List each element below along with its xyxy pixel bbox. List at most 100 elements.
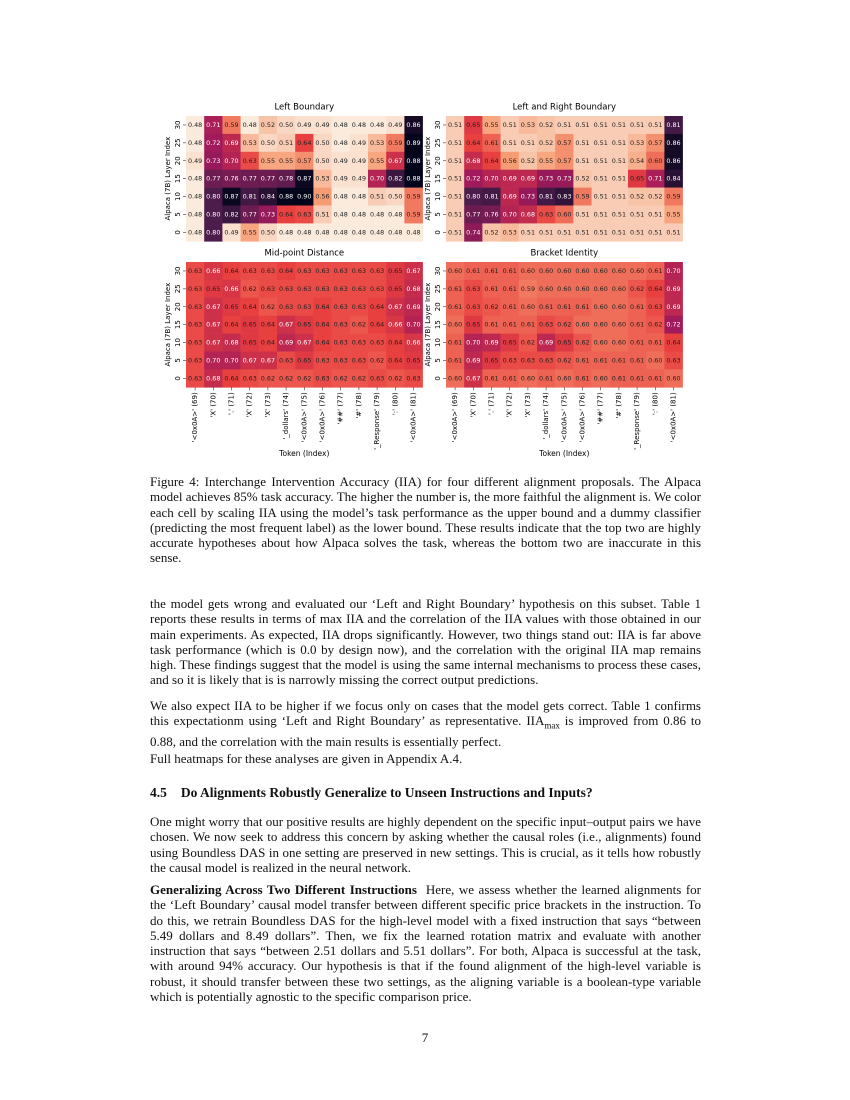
cell-label: 0.49 <box>297 121 311 129</box>
cell-label: 0.62 <box>484 303 498 311</box>
heatmap-cell <box>222 333 241 352</box>
heatmap-cell <box>331 279 351 299</box>
cell-label: 0.86 <box>406 121 420 129</box>
cell-label: 0.48 <box>334 228 348 236</box>
cell-label: 0.69 <box>279 339 293 347</box>
cell-label: 0.50 <box>315 139 329 147</box>
cell-label: 0.63 <box>297 303 311 311</box>
heatmap-cell <box>404 351 423 370</box>
heatmap-cell <box>628 279 647 299</box>
heatmap-cell <box>277 151 296 170</box>
heatmap-cell <box>313 369 332 388</box>
heatmap-cell <box>518 351 538 370</box>
cell-label: 0.63 <box>243 267 257 275</box>
cell-label: 0.55 <box>666 210 680 218</box>
heatmap-cell <box>258 333 278 352</box>
heatmap-cell <box>277 205 296 224</box>
heatmap-cell <box>664 279 683 299</box>
heatmap-cell <box>573 169 592 188</box>
paragraph: We also expect IIA to be higher if we fo… <box>150 698 701 749</box>
cell-label: 0.77 <box>243 175 257 183</box>
heatmap-cell <box>500 151 520 170</box>
heatmap-cell <box>240 262 260 281</box>
heatmap-cell <box>464 169 483 188</box>
heatmap-cell <box>628 116 647 135</box>
heatmap-cell <box>537 205 556 224</box>
y-tick-label: 0 <box>174 230 182 234</box>
heatmap-cell <box>500 333 520 352</box>
heatmap-cell <box>240 297 260 316</box>
cell-label: 0.48 <box>334 193 348 201</box>
cell-label: 0.81 <box>666 121 680 129</box>
heatmap-cell <box>446 187 465 206</box>
heatmap-cell <box>222 297 241 316</box>
y-axis-label: Alpaca (7B) Layer Index <box>164 137 172 221</box>
cell-label: 0.51 <box>612 193 626 201</box>
cell-label: 0.62 <box>575 339 589 347</box>
heatmap-cell <box>295 205 314 224</box>
paragraph: Generalizing Across Two Different Instru… <box>150 882 701 1004</box>
cell-label: 0.61 <box>539 374 553 382</box>
heatmap-cell <box>482 315 501 334</box>
heatmap-cell <box>500 133 520 153</box>
cell-label: 0.61 <box>648 374 662 382</box>
heatmap-cell <box>518 297 538 316</box>
chart-title: Mid-point Distance <box>264 249 344 259</box>
heatmap-cell <box>591 279 611 299</box>
heatmap-cell <box>349 187 369 206</box>
cell-label: 0.70 <box>224 356 238 364</box>
heatmap-cell <box>646 205 665 224</box>
x-tick-label: '#' (78) <box>615 392 623 419</box>
y-tick-label: 0 <box>174 376 182 380</box>
cell-label: 0.77 <box>206 175 220 183</box>
heatmap-cell <box>349 116 369 135</box>
cell-label: 0.69 <box>466 356 480 364</box>
cell-label: 0.64 <box>370 303 384 311</box>
cell-label: 0.63 <box>648 303 662 311</box>
cell-label: 0.54 <box>630 157 644 165</box>
heatmap-cell <box>555 205 574 224</box>
cell-label: 0.51 <box>594 157 608 165</box>
heatmap-cell <box>482 369 501 388</box>
heatmap-cell <box>646 351 665 370</box>
cell-label: 0.87 <box>224 193 238 201</box>
y-tick-label: 10 <box>434 338 442 347</box>
heatmap-cell <box>331 169 351 188</box>
cell-label: 0.63 <box>370 267 384 275</box>
y-tick-label: 25 <box>434 284 442 293</box>
cell-label: 0.60 <box>594 267 608 275</box>
cell-label: 0.51 <box>370 193 384 201</box>
cell-label: 0.63 <box>188 321 202 329</box>
cell-label: 0.71 <box>206 121 220 129</box>
heatmap-cell <box>186 297 205 316</box>
heatmap-cell <box>646 223 665 242</box>
heatmap-cell <box>404 116 423 135</box>
cell-label: 0.70 <box>370 175 384 183</box>
cell-label: 0.51 <box>448 157 462 165</box>
heatmap-cell <box>500 169 520 188</box>
heatmap-cell <box>349 315 369 334</box>
heatmap-cell <box>482 351 501 370</box>
y-tick-label: 15 <box>434 320 442 329</box>
heatmap-cell <box>518 279 538 299</box>
cell-label: 0.51 <box>539 228 553 236</box>
cell-label: 0.55 <box>279 157 293 165</box>
heatmap-cell <box>573 315 592 334</box>
heatmap-cell <box>664 205 683 224</box>
heatmap-cell <box>500 369 520 388</box>
heatmap-cell <box>277 351 296 370</box>
y-tick-label: 20 <box>174 302 182 311</box>
cell-label: 0.50 <box>279 121 293 129</box>
cell-label: 0.52 <box>521 157 535 165</box>
heatmap-cell <box>386 369 405 388</box>
cell-label: 0.64 <box>648 285 662 293</box>
cell-label: 0.60 <box>666 374 680 382</box>
heatmap-cell <box>404 262 423 281</box>
heatmap-cell <box>646 369 665 388</box>
heatmap-cell <box>573 279 592 299</box>
heatmap-cell <box>386 205 405 224</box>
cell-label: 0.63 <box>503 356 517 364</box>
cell-label: 0.61 <box>630 339 644 347</box>
cell-label: 0.48 <box>188 228 202 236</box>
cell-label: 0.60 <box>594 374 608 382</box>
